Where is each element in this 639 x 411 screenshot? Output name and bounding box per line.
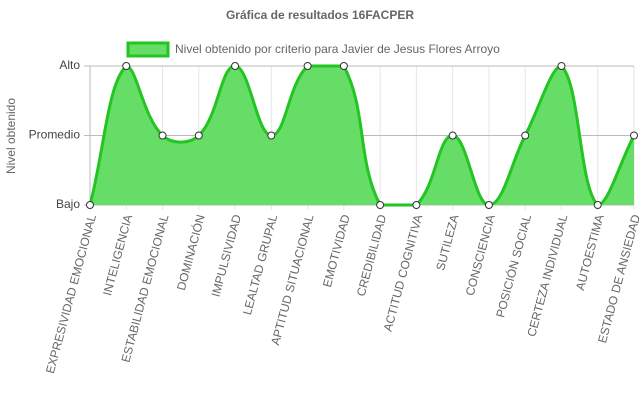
point [303, 62, 312, 70]
point [86, 201, 94, 209]
point [231, 62, 240, 70]
legend-swatch [126, 41, 170, 58]
point [122, 62, 131, 70]
y-tick-label: Alto [59, 58, 80, 72]
x-tick-label: CONSCIENCIA [463, 213, 498, 297]
x-tick-label: EMOTIVIDAD [320, 213, 353, 289]
point [593, 201, 602, 209]
point [412, 201, 421, 209]
y-tick-label: Bajo [56, 197, 80, 211]
legend-label: Nivel obtenido por criterio para Javier … [175, 42, 500, 56]
chart-title: Gráfica de resultados 16FACPER [226, 8, 414, 22]
y-tick-label: Promedio [29, 128, 81, 142]
x-tick-label: AUTOESTIMA [573, 213, 607, 292]
point [194, 131, 203, 140]
x-tick-label: CERTEZA INDIVIDUAL [524, 213, 570, 338]
x-tick-label: POSICIÓN SOCIAL [492, 212, 534, 319]
point [158, 131, 167, 140]
point [630, 131, 638, 140]
line [88, 64, 636, 207]
x-tick-label: INTELIGENCIA [100, 213, 135, 297]
point [267, 131, 276, 140]
x-tick-label: DOMINACIÓN [173, 213, 208, 292]
x-tick-label: ACTITUD COGNITIVA [381, 213, 426, 333]
point [376, 201, 385, 209]
x-tick-label: IMPULSIVIDAD [209, 213, 245, 299]
x-tick-label: CREDIBILIDAD [354, 213, 389, 298]
x-tick-label: EXPRESIVIDAD EMOCIONAL [43, 213, 99, 375]
point [484, 201, 493, 209]
point [557, 62, 566, 70]
x-tick-label: LEALTAD GRUPAL [240, 213, 280, 317]
point [521, 131, 530, 140]
point [448, 131, 457, 140]
x-tick-label: SUTILEZA [433, 213, 461, 272]
y-axis-title: Nivel obtenido [4, 98, 18, 174]
point [339, 62, 348, 70]
